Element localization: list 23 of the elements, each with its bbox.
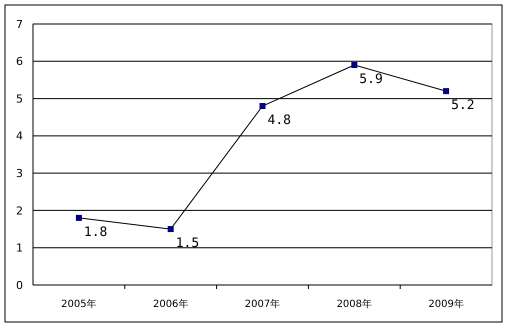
y-tick-label: 2 [16, 204, 23, 218]
y-tick-label: 3 [16, 166, 23, 180]
y-tick-label: 6 [16, 55, 23, 68]
data-label: 1.5 [176, 236, 200, 252]
point [76, 214, 82, 221]
data-label: 5.9 [359, 72, 383, 88]
point [351, 62, 358, 68]
x-tick-label: 2009年 [428, 298, 464, 310]
x-tick-label: 2006年 [152, 298, 188, 310]
point [260, 103, 266, 110]
data-label: 4.8 [268, 113, 291, 128]
x-tick-label: 2008年 [336, 298, 372, 310]
x-tick-label: 2005年 [61, 298, 97, 310]
y-tick-label: 5 [16, 92, 23, 106]
point [168, 226, 174, 232]
y-tick-label: 4 [16, 130, 23, 143]
data-label: 1.8 [84, 224, 108, 240]
x-tick-label: 2007年 [244, 298, 280, 310]
y-tick-label: 1 [16, 242, 23, 255]
data-label: 5.2 [451, 98, 475, 114]
point [443, 88, 450, 94]
y-tick-label: 0 [16, 278, 23, 292]
y-tick-label: 7 [16, 18, 23, 31]
